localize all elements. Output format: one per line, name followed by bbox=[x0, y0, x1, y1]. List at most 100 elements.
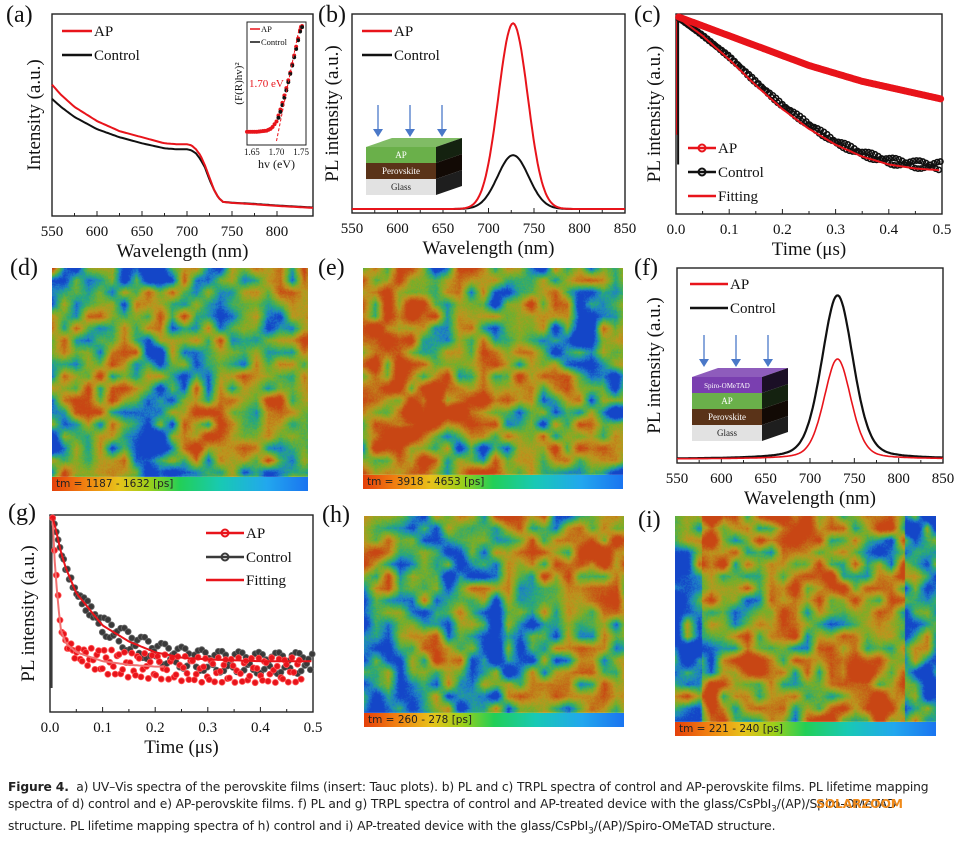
layer-side bbox=[762, 384, 788, 409]
control-point bbox=[213, 666, 220, 674]
control-point bbox=[916, 157, 924, 165]
control-point bbox=[257, 669, 265, 677]
inset-point-control bbox=[290, 63, 295, 68]
ap-point bbox=[218, 678, 226, 686]
plot-frame bbox=[676, 267, 944, 464]
control-point bbox=[763, 87, 770, 95]
ap-point bbox=[213, 669, 220, 677]
ap-point bbox=[935, 95, 943, 103]
layer-side bbox=[436, 138, 462, 163]
ap-point bbox=[777, 51, 785, 59]
control-point bbox=[925, 161, 933, 169]
ap-point bbox=[148, 651, 156, 659]
ap-point bbox=[207, 657, 215, 664]
inset-point-ap bbox=[252, 129, 257, 134]
control-point bbox=[747, 74, 754, 82]
ap-point bbox=[268, 654, 276, 662]
ap-point bbox=[780, 52, 788, 60]
control-point bbox=[854, 147, 861, 155]
control-point bbox=[231, 650, 239, 658]
control-point bbox=[823, 130, 831, 138]
ap-point bbox=[165, 675, 173, 683]
legend-marker bbox=[697, 167, 707, 177]
ap-point bbox=[874, 81, 882, 89]
control-point bbox=[716, 46, 724, 54]
control-point bbox=[779, 100, 786, 108]
ap-point bbox=[762, 46, 770, 54]
ap-point bbox=[703, 23, 711, 31]
ap-point bbox=[75, 645, 82, 652]
control-point bbox=[680, 17, 687, 25]
layer-label: AP bbox=[395, 150, 407, 160]
control-point bbox=[183, 662, 191, 670]
ap-point bbox=[921, 91, 929, 99]
fitting-control-line bbox=[51, 517, 312, 663]
lifetime-map-image bbox=[363, 268, 623, 489]
ap-point bbox=[727, 32, 735, 40]
ap-point bbox=[868, 79, 876, 87]
control-point bbox=[772, 94, 780, 102]
control-point bbox=[935, 166, 943, 174]
control-point bbox=[108, 621, 115, 629]
control-point bbox=[790, 108, 797, 116]
control-point bbox=[767, 93, 775, 101]
lifetime-map-image bbox=[52, 268, 308, 491]
inset-point-ap bbox=[278, 107, 283, 112]
inset-point-control bbox=[284, 88, 289, 93]
control-point bbox=[224, 662, 231, 670]
ap-point bbox=[695, 20, 703, 28]
ap-point bbox=[853, 76, 861, 84]
ap-point bbox=[244, 676, 252, 684]
ap-point bbox=[716, 28, 724, 36]
ap-point bbox=[220, 661, 228, 669]
control-point bbox=[237, 669, 244, 677]
x-tick-label: 0.0 bbox=[41, 720, 60, 736]
ap-point bbox=[785, 54, 793, 62]
control-point bbox=[62, 566, 69, 573]
control-point bbox=[908, 163, 916, 170]
ap-point bbox=[724, 31, 732, 39]
control-point bbox=[205, 654, 213, 662]
ap-point bbox=[253, 665, 261, 672]
control-point bbox=[190, 651, 198, 659]
control-point bbox=[172, 658, 180, 666]
control-point bbox=[775, 97, 783, 105]
control-point bbox=[124, 628, 132, 636]
ap-point bbox=[60, 630, 68, 638]
ap-point bbox=[680, 15, 688, 23]
arrow-head-icon bbox=[405, 129, 415, 137]
ap-point bbox=[200, 663, 207, 671]
control-point bbox=[761, 86, 769, 94]
ap-point bbox=[713, 27, 721, 35]
control-point bbox=[222, 651, 230, 659]
control-point bbox=[799, 115, 807, 122]
ap-point bbox=[825, 67, 833, 75]
ap-point bbox=[829, 69, 837, 77]
ap-point bbox=[705, 24, 713, 32]
ap-point bbox=[126, 659, 134, 667]
ap-point bbox=[275, 655, 283, 663]
control-point bbox=[771, 96, 778, 104]
ap-point bbox=[802, 61, 810, 69]
lifetime-map-h: tm = 260 - 278 [ps] bbox=[364, 516, 624, 727]
ap-point bbox=[765, 47, 773, 55]
ap-point bbox=[776, 51, 784, 59]
control-point bbox=[305, 655, 312, 663]
control-point bbox=[703, 35, 711, 43]
control-point bbox=[240, 666, 248, 674]
control-point bbox=[102, 633, 110, 641]
control-point bbox=[841, 139, 849, 147]
x-tick-label: 650 bbox=[432, 221, 455, 237]
control-point bbox=[815, 129, 823, 137]
control-point bbox=[89, 613, 97, 621]
layer-side bbox=[436, 170, 462, 195]
ap-point bbox=[78, 657, 86, 665]
inset-x-tick-label: 1.75 bbox=[293, 147, 309, 157]
control-point bbox=[106, 634, 114, 642]
ap-point bbox=[692, 19, 700, 27]
ap-point bbox=[121, 648, 128, 656]
inset-point-control bbox=[294, 46, 299, 52]
lifetime-map-i: tm = 221 - 240 [ps] bbox=[675, 516, 936, 736]
ap-point bbox=[286, 668, 294, 676]
ap-point bbox=[157, 675, 165, 683]
